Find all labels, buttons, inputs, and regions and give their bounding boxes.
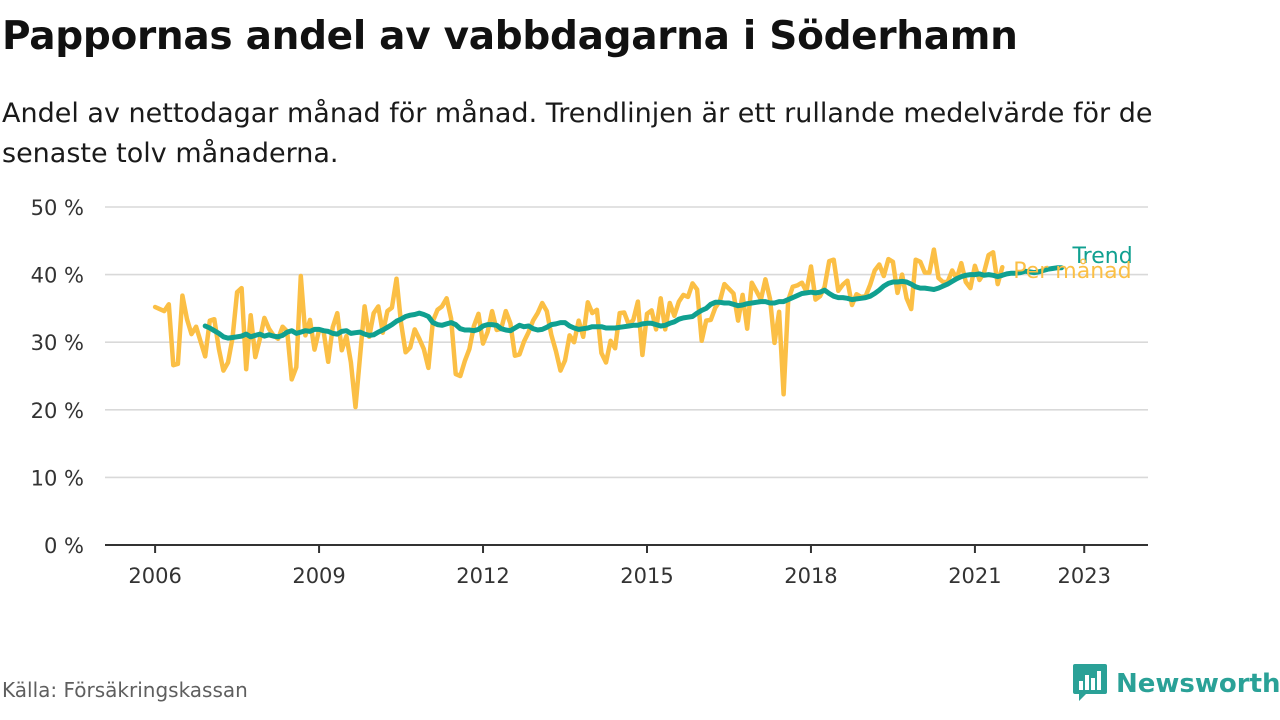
series-line-trend	[202, 265, 1064, 341]
y-tick-label: 30 %	[31, 331, 84, 355]
source-note: Källa: Försäkringskassan	[2, 678, 248, 702]
y-axis-ticks: 0 % 10 % 20 % 30 % 40 % 50 %	[31, 196, 84, 558]
brand-name: Newsworthy	[1116, 669, 1280, 699]
grid-lines	[105, 206, 1148, 479]
x-axis: 2006 2009 2012 2015 2018 2021 2023	[105, 544, 1148, 588]
x-tick-label: 2009	[292, 564, 345, 588]
y-tick-label: 40 %	[31, 264, 84, 288]
series-label-trend: Trend	[1071, 244, 1132, 269]
brand-logo[interactable]: Newsworthy	[1072, 664, 1280, 704]
x-tick-label: 2012	[456, 564, 509, 588]
y-tick-label: 20 %	[31, 399, 84, 423]
bar-chart-speech-bubble-icon	[1072, 662, 1108, 706]
x-tick-label: 2021	[948, 564, 1001, 588]
chart-title: Pappornas andel av vabbdagarna i Söderha…	[2, 14, 1018, 59]
y-tick-label: 50 %	[31, 196, 84, 220]
chart-subtitle: Andel av nettodagar månad för månad. Tre…	[2, 98, 1153, 169]
y-tick-label: 10 %	[31, 466, 84, 490]
x-tick-label: 2015	[620, 564, 673, 588]
x-tick-label: 2023	[1058, 564, 1111, 588]
x-tick-label: 2006	[128, 564, 181, 588]
y-tick-label: 0 %	[44, 534, 84, 558]
x-tick-label: 2018	[784, 564, 837, 588]
series-label-per-manad: Per månad	[1013, 258, 1131, 284]
series-lines	[152, 247, 1064, 410]
